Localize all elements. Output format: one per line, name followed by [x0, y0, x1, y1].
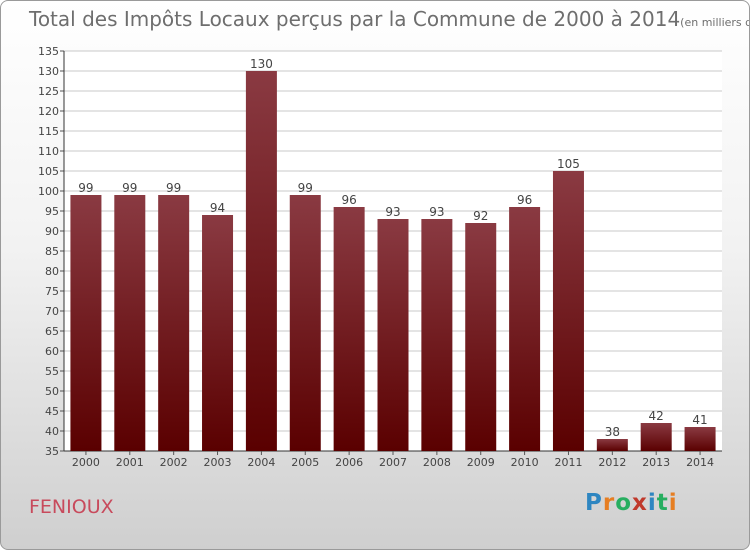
bar	[552, 171, 584, 451]
x-tick-label: 2002	[160, 456, 188, 469]
chart-title: Total des Impôts Locaux perçus par la Co…	[29, 7, 749, 31]
y-tick-label: 115	[38, 125, 59, 138]
bar	[596, 439, 628, 451]
bar	[245, 71, 277, 451]
data-label: 93	[385, 205, 400, 219]
data-label: 92	[473, 209, 488, 223]
y-tick-label: 75	[45, 285, 59, 298]
data-label: 96	[517, 193, 532, 207]
data-label: 99	[298, 181, 313, 195]
bar	[465, 223, 497, 451]
x-tick-label: 2001	[116, 456, 144, 469]
x-tick-label: 2012	[598, 456, 626, 469]
y-tick-label: 80	[45, 265, 59, 278]
data-label: 41	[692, 413, 707, 427]
y-tick-label: 125	[38, 85, 59, 98]
data-label: 99	[78, 181, 93, 195]
x-tick-label: 2008	[423, 456, 451, 469]
data-label: 42	[649, 409, 664, 423]
chart-title-text: Total des Impôts Locaux perçus par la Co…	[29, 7, 681, 31]
data-label: 93	[429, 205, 444, 219]
bar	[114, 195, 146, 451]
data-label: 105	[557, 157, 580, 171]
data-label: 94	[210, 201, 225, 215]
y-tick-label: 45	[45, 405, 59, 418]
bar	[70, 195, 102, 451]
x-tick-label: 2003	[204, 456, 232, 469]
y-tick-label: 65	[45, 325, 59, 338]
proxiti-logo: Proxiti	[585, 490, 678, 516]
logo-letter: i	[647, 490, 657, 516]
data-label: 96	[341, 193, 356, 207]
y-tick-label: 110	[38, 145, 59, 158]
logo-letter: t	[656, 490, 669, 516]
commune-name: FENIOUX	[29, 496, 114, 518]
data-label: 99	[166, 181, 181, 195]
y-tick-label: 40	[45, 425, 59, 438]
y-tick-label: 105	[38, 165, 59, 178]
bar	[333, 207, 365, 451]
y-tick-label: 35	[45, 445, 59, 458]
logo-letter: P	[585, 490, 603, 516]
y-tick-label: 55	[45, 365, 59, 378]
x-tick-label: 2006	[335, 456, 363, 469]
x-tick-label: 2009	[467, 456, 495, 469]
x-tick-label: 2014	[686, 456, 714, 469]
y-tick-label: 135	[38, 45, 59, 58]
y-tick-label: 90	[45, 225, 59, 238]
bar	[158, 195, 190, 451]
bar	[377, 219, 409, 451]
bar	[684, 427, 716, 451]
x-tick-label: 2004	[247, 456, 275, 469]
x-tick-label: 2000	[72, 456, 100, 469]
logo-letter: x	[632, 490, 648, 516]
y-tick-label: 100	[38, 185, 59, 198]
data-label: 130	[250, 57, 273, 71]
x-tick-label: 2007	[379, 456, 407, 469]
bar	[421, 219, 453, 451]
y-tick-label: 70	[45, 305, 59, 318]
data-label: 38	[605, 425, 620, 439]
logo-letter: r	[602, 490, 616, 516]
y-tick-label: 95	[45, 205, 59, 218]
x-tick-label: 2005	[291, 456, 319, 469]
y-tick-label: 85	[45, 245, 59, 258]
bar	[202, 215, 234, 451]
chart-unit: (en milliers d'€)	[680, 16, 749, 29]
bar	[289, 195, 321, 451]
x-tick-label: 2011	[554, 456, 582, 469]
y-tick-label: 130	[38, 65, 59, 78]
bar	[509, 207, 541, 451]
y-tick-label: 60	[45, 345, 59, 358]
y-tick-label: 120	[38, 105, 59, 118]
bar	[640, 423, 672, 451]
data-label: 99	[122, 181, 137, 195]
x-tick-label: 2010	[511, 456, 539, 469]
logo-letter: o	[615, 490, 633, 516]
logo-letter: i	[668, 490, 678, 516]
y-tick-label: 50	[45, 385, 59, 398]
x-tick-label: 2013	[642, 456, 670, 469]
